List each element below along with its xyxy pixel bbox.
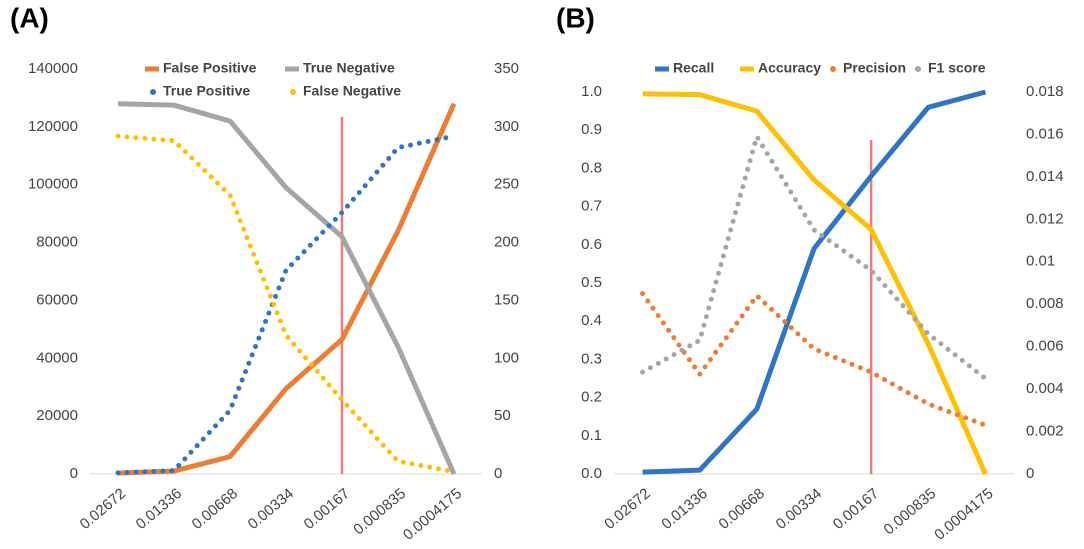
y-tick-label: 80000 (36, 234, 78, 251)
y2-tick-label: 200 (494, 234, 519, 251)
y-tick-label: 0.1 (581, 427, 602, 444)
x-tick-label: 0.0004175 (931, 485, 996, 544)
y2-tick-label: 50 (494, 407, 511, 424)
series-line (115, 133, 457, 475)
legend-marker (915, 66, 921, 72)
y-tick-label: 60000 (36, 291, 78, 308)
series-line (117, 102, 457, 476)
y2-tick-label: 150 (494, 291, 519, 308)
series-line (640, 130, 988, 381)
y-tick-label: 0.8 (581, 159, 602, 176)
x-tick-label: 0.00167 (301, 485, 353, 533)
y2-tick-label: 0 (1026, 465, 1034, 482)
y-tick-label: 0.5 (581, 274, 602, 291)
y2-tick-label: 0.018 (1026, 83, 1064, 100)
legend-marker (290, 89, 296, 95)
y2-tick-label: 100 (494, 349, 519, 366)
panel-label: (B) (556, 2, 595, 33)
y2-tick-label: 250 (494, 176, 519, 193)
y-tick-label: 20000 (36, 407, 78, 424)
y-tick-label: 0.4 (581, 312, 602, 329)
x-tick-label: 0.00334 (773, 485, 825, 533)
legend-label: False Negative (303, 83, 401, 99)
y2-tick-label: 0 (494, 465, 502, 482)
y-tick-label: 40000 (36, 349, 78, 366)
y-tick-label: 0.0 (581, 465, 602, 482)
series-line (642, 89, 987, 475)
y-tick-label: 0.6 (581, 236, 602, 253)
x-tick-label: 0.01336 (133, 485, 185, 533)
y-tick-label: 0.3 (581, 350, 602, 367)
y2-tick-label: 0.004 (1026, 380, 1064, 397)
y-tick-label: 0 (70, 465, 78, 482)
y-tick-label: 0.9 (581, 121, 602, 138)
y2-tick-label: 0.008 (1026, 295, 1064, 312)
y-tick-label: 1.0 (581, 83, 602, 100)
x-tick-label: 0.01336 (658, 485, 710, 533)
series-line (117, 101, 457, 476)
y-tick-label: 120000 (28, 118, 78, 135)
panel-label: (A) (10, 2, 49, 33)
y-tick-label: 0.7 (581, 198, 602, 215)
x-tick-label: 0.02672 (601, 485, 653, 533)
x-tick-label: 0.00334 (245, 485, 297, 533)
legend-label: Recall (673, 60, 714, 76)
legend-label: Accuracy (758, 60, 821, 76)
y2-tick-label: 300 (494, 118, 519, 135)
x-tick-label: 0.00668 (716, 485, 768, 533)
y-tick-label: 140000 (28, 60, 78, 77)
legend-label: Precision (843, 60, 906, 76)
y2-tick-label: 0.014 (1026, 168, 1064, 185)
y2-tick-label: 0.016 (1026, 125, 1064, 142)
legend-label: True Positive (163, 83, 250, 99)
y-tick-label: 100000 (28, 176, 78, 193)
x-tick-label: 0.0004175 (400, 485, 465, 544)
legend-marker (150, 89, 156, 95)
y-tick-label: 0.2 (581, 389, 602, 406)
x-tick-label: 0.00167 (830, 485, 882, 533)
legend-label: F1 score (928, 60, 986, 76)
y2-tick-label: 0.006 (1026, 338, 1064, 355)
series-line (642, 91, 988, 476)
x-tick-label: 0.00668 (189, 485, 241, 533)
legend-marker (830, 66, 836, 72)
y2-tick-label: 0.012 (1026, 210, 1064, 227)
legend-label: True Negative (303, 60, 395, 76)
series-line (115, 133, 457, 476)
y2-tick-label: 0.01 (1026, 253, 1055, 270)
series-line (640, 291, 988, 428)
x-tick-label: 0.02672 (77, 485, 129, 533)
legend-label: False Positive (163, 60, 257, 76)
y2-tick-label: 0.002 (1026, 423, 1064, 440)
y2-tick-label: 350 (494, 60, 519, 77)
